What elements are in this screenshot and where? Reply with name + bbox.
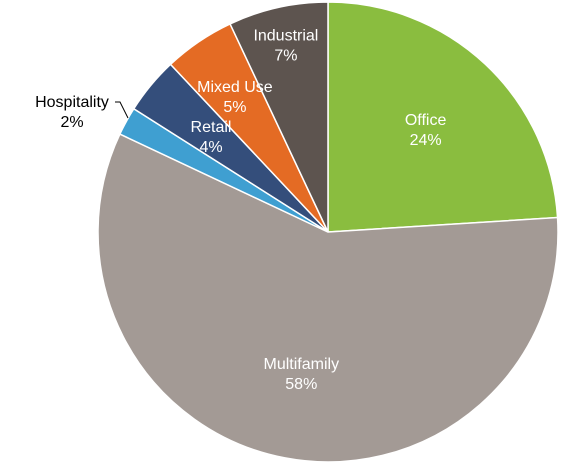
slice-labels: Office 24% Multifamily 58% Hospitality 2% Reta… — [35, 28, 446, 394]
slice-label-industrial: Industrial 7% — [253, 28, 318, 65]
leader-line-hospitality — [115, 101, 129, 119]
pie-slices — [97, 1, 559, 463]
slice-value-retail: 4% — [199, 139, 222, 156]
slice-label-office: Office 24% — [405, 112, 447, 149]
slice-category-industrial: Industrial — [253, 28, 318, 45]
slice-label-hospitality: Hospitality 2% — [35, 94, 109, 131]
leader-lines — [115, 101, 129, 119]
slice-category-multifamily: Multifamily — [264, 356, 340, 373]
slice-category-hospitality: Hospitality — [35, 94, 109, 111]
slice-category-mixed-use: Mixed Use — [197, 79, 273, 96]
pie-slice-multifamily — [97, 133, 559, 463]
slice-label-mixed-use: Mixed Use 5% — [197, 79, 273, 116]
slice-label-retail: Retail 4% — [191, 119, 232, 156]
slice-category-office: Office — [405, 112, 447, 129]
slice-value-hospitality: 2% — [60, 114, 83, 131]
slice-value-industrial: 7% — [274, 48, 297, 65]
pie-slice-industrial — [229, 1, 329, 233]
slice-value-multifamily: 58% — [285, 376, 317, 393]
slice-value-office: 24% — [410, 132, 442, 149]
slice-label-multifamily: Multifamily 58% — [264, 356, 340, 393]
pie-slice-office — [327, 1, 559, 233]
slice-value-mixed-use: 5% — [223, 99, 246, 116]
slice-category-retail: Retail — [191, 119, 232, 136]
